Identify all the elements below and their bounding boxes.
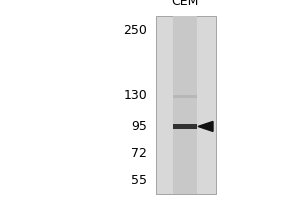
Text: 95: 95 — [131, 120, 147, 133]
Bar — [172, 16, 197, 194]
Text: 130: 130 — [123, 89, 147, 102]
Bar — [172, 95, 197, 98]
Bar — [172, 124, 197, 129]
Bar — [156, 16, 216, 194]
Text: 55: 55 — [131, 174, 147, 187]
Text: 250: 250 — [123, 24, 147, 37]
Text: CEM: CEM — [171, 0, 198, 8]
Polygon shape — [198, 121, 213, 131]
Text: 72: 72 — [131, 147, 147, 160]
